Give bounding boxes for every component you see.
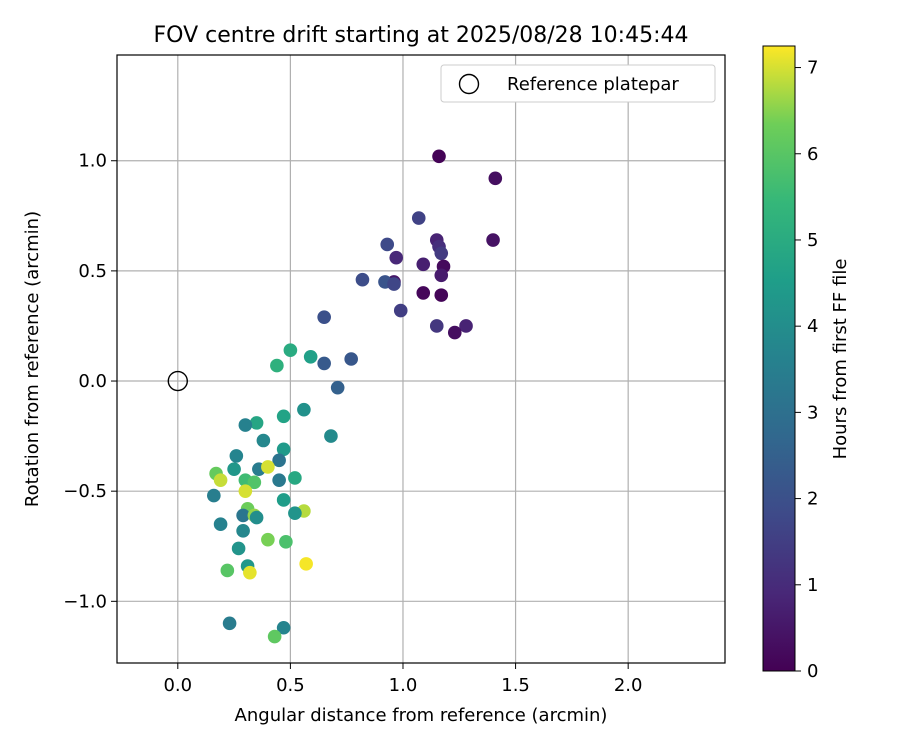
y-tick-label: −1.0 bbox=[63, 591, 107, 612]
colorbar-tick-label: 0 bbox=[807, 661, 818, 682]
data-point bbox=[317, 356, 331, 371]
colorbar-tick-label: 2 bbox=[807, 489, 818, 510]
data-point bbox=[276, 620, 291, 635]
data-point bbox=[249, 510, 264, 525]
data-point bbox=[238, 484, 253, 498]
colorbar-tick-label: 1 bbox=[807, 575, 818, 596]
data-point bbox=[236, 524, 250, 538]
data-point bbox=[261, 532, 275, 547]
data-point bbox=[355, 272, 370, 287]
data-point bbox=[213, 517, 228, 532]
data-point bbox=[387, 277, 401, 291]
data-point bbox=[249, 416, 264, 430]
legend-box bbox=[440, 64, 716, 103]
data-point bbox=[288, 471, 302, 485]
colorbar-tick-label: 5 bbox=[807, 230, 818, 251]
x-axis-label: Angular distance from reference (arcmin) bbox=[235, 705, 608, 726]
data-point bbox=[270, 358, 284, 373]
colorbar-tick-label: 3 bbox=[807, 402, 818, 423]
colorbar-ticks: 0 1 2 3 4 5 6 7 bbox=[795, 58, 818, 682]
data-point bbox=[411, 211, 426, 225]
colorbar-tick-label: 7 bbox=[807, 58, 818, 79]
plot-frame bbox=[116, 54, 726, 664]
data-point bbox=[416, 257, 431, 272]
data-point bbox=[389, 250, 404, 265]
data-point bbox=[324, 429, 338, 443]
x-tick-label: 1.5 bbox=[501, 675, 530, 696]
data-point bbox=[330, 380, 345, 395]
data-point bbox=[276, 442, 291, 457]
colorbar-tick-label: 4 bbox=[807, 316, 818, 337]
data-point bbox=[299, 557, 313, 571]
y-axis-ticks: −1.0 −0.5 0.0 0.5 1.0 bbox=[63, 151, 117, 612]
data-point bbox=[220, 563, 235, 578]
data-point bbox=[303, 349, 318, 364]
data-point bbox=[459, 319, 473, 333]
y-tick-label: 0.0 bbox=[78, 371, 107, 392]
data-point bbox=[434, 268, 449, 283]
y-tick-label: −0.5 bbox=[63, 481, 107, 502]
data-point bbox=[317, 310, 331, 324]
data-point bbox=[447, 325, 462, 340]
data-point bbox=[393, 303, 408, 318]
data-point bbox=[276, 493, 291, 507]
data-point bbox=[432, 149, 446, 164]
data-point bbox=[486, 233, 500, 247]
colorbar-label: Hours from first FF file bbox=[830, 259, 851, 460]
data-point bbox=[288, 506, 302, 521]
data-point bbox=[434, 246, 449, 261]
x-axis-ticks: 0.0 0.5 1.0 1.5 2.0 bbox=[163, 663, 642, 696]
reference-marker-group bbox=[167, 370, 189, 392]
colorbar-gradient bbox=[762, 45, 796, 672]
legend-marker-open-circle bbox=[458, 73, 480, 95]
data-point bbox=[236, 508, 250, 523]
data-point bbox=[261, 460, 275, 474]
data-point bbox=[207, 488, 221, 503]
data-point bbox=[429, 319, 444, 333]
y-tick-label: 0.5 bbox=[78, 261, 107, 282]
data-point bbox=[276, 409, 291, 424]
data-point bbox=[247, 475, 262, 490]
data-point bbox=[283, 343, 298, 357]
data-point bbox=[297, 402, 311, 417]
data-point bbox=[213, 473, 228, 487]
data-point bbox=[416, 286, 431, 300]
data-points bbox=[207, 149, 503, 644]
data-point bbox=[380, 237, 395, 252]
x-tick-label: 0.5 bbox=[276, 675, 305, 696]
data-point bbox=[243, 565, 257, 580]
x-tick-label: 0.0 bbox=[163, 675, 192, 696]
colorbar-tick-label: 6 bbox=[807, 144, 818, 165]
y-axis-label: Rotation from reference (arcmin) bbox=[22, 211, 43, 507]
chart-title: FOV centre drift starting at 2025/08/28 … bbox=[154, 23, 689, 48]
data-point bbox=[434, 288, 449, 302]
data-point bbox=[272, 473, 286, 487]
data-point bbox=[256, 433, 271, 448]
data-point bbox=[272, 453, 286, 468]
data-point bbox=[227, 462, 241, 476]
x-tick-label: 1.0 bbox=[389, 675, 418, 696]
legend: Reference platepar bbox=[440, 64, 716, 103]
reference-platepar-marker bbox=[167, 370, 189, 392]
data-point bbox=[222, 616, 237, 631]
plot-area bbox=[116, 54, 726, 664]
legend-label: Reference platepar bbox=[507, 74, 679, 95]
x-tick-label: 2.0 bbox=[614, 675, 643, 696]
data-point bbox=[279, 535, 293, 549]
colorbar: 0 1 2 3 4 5 6 7 Hours from first FF file bbox=[762, 45, 851, 682]
data-point bbox=[231, 541, 246, 556]
y-tick-label: 1.0 bbox=[78, 151, 107, 172]
data-point bbox=[229, 449, 244, 463]
data-point bbox=[344, 352, 358, 366]
plot-background bbox=[117, 55, 725, 663]
data-point bbox=[238, 418, 253, 432]
data-point bbox=[267, 629, 282, 644]
data-point bbox=[488, 171, 503, 186]
